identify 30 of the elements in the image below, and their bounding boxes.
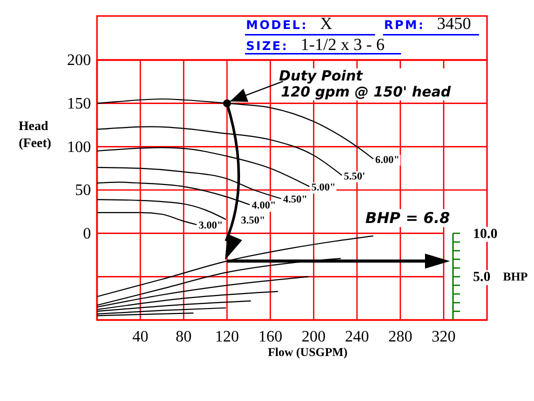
x-tick-label: 280 xyxy=(388,328,412,346)
y-tick-label: 200 xyxy=(67,52,91,70)
chart-subtitle: SIZE: 1-1/2 x 3 - 6 xyxy=(246,35,385,54)
series-label: 5.00" xyxy=(311,182,336,194)
y-axis-title: Head (Feet) xyxy=(18,118,52,150)
y-tick-label: 100 xyxy=(67,138,91,156)
x-tick-label: 240 xyxy=(345,328,369,346)
y2-axis-title: BHP xyxy=(503,270,528,284)
y2-tick-label: 10.0 xyxy=(473,226,498,242)
series-label: 6.00" xyxy=(375,154,400,166)
y-tick-label: 50 xyxy=(75,182,91,200)
x-axis-title: Flow (USGPM) xyxy=(268,345,348,359)
chart-title: MODEL: X xyxy=(246,14,332,33)
series-label: 3.50" xyxy=(241,215,266,226)
y-tick-label: 0 xyxy=(83,225,91,242)
y-tick-label: 150 xyxy=(67,95,91,112)
y2-tick-label: 5.0 xyxy=(473,270,490,286)
x-tick-label: 200 xyxy=(302,328,326,346)
x-tick-label: 160 xyxy=(258,328,282,346)
text: RPM: 3450 xyxy=(384,14,472,33)
series-label: 4.00" xyxy=(252,200,276,212)
annotation: Duty Point 120 gpm @ 150' head xyxy=(279,68,452,100)
x-tick-label: 120 xyxy=(215,328,239,346)
series-label: 5.50' xyxy=(344,171,366,182)
ref-line-label: BHP = 6.8 xyxy=(365,209,450,228)
series-label: 4.50" xyxy=(283,194,308,206)
x-tick-label: 40 xyxy=(132,328,148,346)
x-tick-label: 80 xyxy=(176,328,192,346)
x-tick-label: 320 xyxy=(432,328,456,346)
series-label: 3.00" xyxy=(198,220,223,232)
